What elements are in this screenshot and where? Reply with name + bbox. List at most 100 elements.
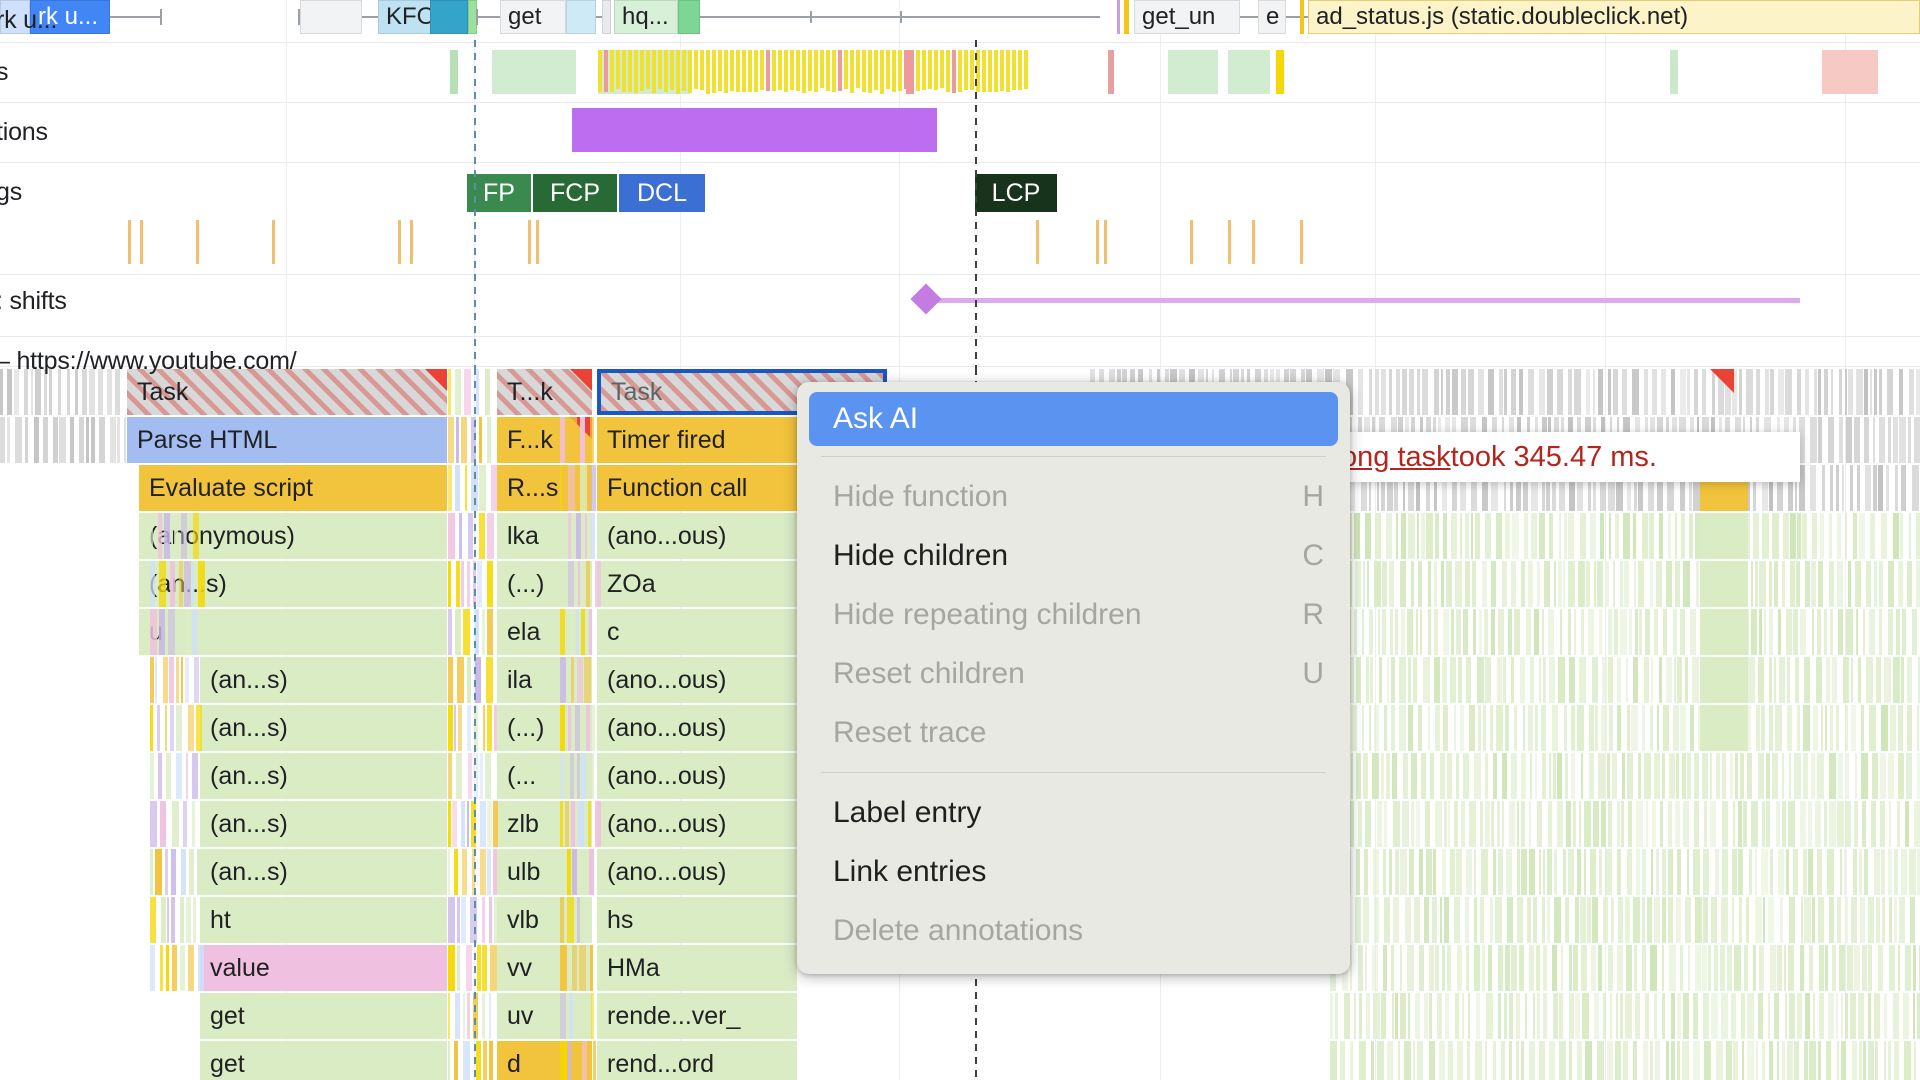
flame-chart-micro-entry[interactable] [560,513,563,559]
flame-chart-micro-entry[interactable] [1693,1041,1700,1080]
flame-chart-micro-entry[interactable] [1857,465,1860,511]
flame-chart-micro-entry[interactable] [1531,465,1538,511]
flame-chart-micro-entry[interactable] [1588,753,1595,799]
flame-chart-entry[interactable]: HMa [597,945,797,991]
flame-chart-micro-entry[interactable] [1650,849,1653,895]
flame-chart-micro-entry[interactable] [1548,513,1554,559]
flame-chart-micro-entry[interactable] [1799,417,1806,463]
flame-chart-entry[interactable]: zlb [497,801,592,847]
network-request-bar[interactable] [602,0,611,34]
flame-chart-micro-entry[interactable] [1423,993,1429,1039]
flame-chart-micro-entry[interactable] [448,513,455,559]
flame-chart-micro-entry[interactable] [1607,945,1613,991]
flame-chart-micro-entry[interactable] [1741,1041,1744,1080]
network-request-bar[interactable]: ad_status.js (static.doubleclick.net) [1308,0,1920,34]
flame-chart-micro-entry[interactable] [1487,945,1493,991]
flame-chart-micro-entry[interactable] [1746,369,1753,415]
flame-chart-micro-entry[interactable] [1429,753,1435,799]
flame-chart-micro-entry[interactable] [1502,753,1508,799]
flame-chart-micro-entry[interactable] [1841,465,1845,511]
flame-chart-micro-entry[interactable] [1830,369,1834,415]
flame-chart-micro-entry[interactable] [1626,705,1630,751]
flame-chart-micro-entry[interactable] [155,849,162,895]
flame-chart-micro-entry[interactable] [1474,753,1481,799]
flame-chart-micro-entry[interactable] [1557,801,1563,847]
flame-chart-micro-entry[interactable] [1802,513,1808,559]
flame-chart-micro-entry[interactable] [1589,513,1597,559]
flame-chart-micro-entry[interactable] [578,561,581,607]
flame-chart-micro-entry[interactable] [1621,369,1627,415]
flame-chart-micro-entry[interactable] [1407,993,1411,1039]
flame-chart-micro-entry[interactable] [1837,801,1844,847]
flame-chart-micro-entry[interactable] [1633,897,1640,943]
flame-chart-micro-entry[interactable] [1730,753,1734,799]
flame-chart-micro-entry[interactable] [1446,369,1451,415]
flame-chart-entry[interactable]: (an...s) [200,753,447,799]
flame-chart-micro-entry[interactable] [457,945,461,991]
flame-chart-micro-entry[interactable] [1448,801,1451,847]
flame-chart-micro-entry[interactable] [1454,993,1459,1039]
flame-chart-micro-entry[interactable] [1461,369,1466,415]
flame-chart-micro-entry[interactable] [582,849,588,895]
flame-chart-micro-entry[interactable] [1650,705,1653,751]
flame-chart-micro-entry[interactable] [1538,849,1541,895]
flame-chart-micro-entry[interactable] [1704,801,1708,847]
flame-chart-micro-entry[interactable] [1589,849,1597,895]
flame-chart-micro-entry[interactable] [1408,705,1413,751]
flame-chart-micro-entry[interactable] [197,945,204,991]
flame-chart-micro-entry[interactable] [1599,513,1605,559]
flame-chart-micro-entry[interactable] [1858,993,1865,1039]
flame-chart-micro-entry[interactable] [1637,561,1645,607]
flame-chart-micro-entry[interactable] [560,753,564,799]
flame-chart-micro-entry[interactable] [1559,993,1564,1039]
flame-chart-micro-entry[interactable] [454,1041,459,1080]
flame-chart-micro-entry[interactable] [1827,417,1835,463]
flame-chart-micro-entry[interactable] [1471,561,1477,607]
flame-chart-entry[interactable] [1700,705,1748,751]
flame-chart-micro-entry[interactable] [114,369,120,415]
flame-chart-entry[interactable]: rende...ver_ [597,993,797,1039]
flame-chart-micro-entry[interactable] [1584,1041,1592,1080]
flame-chart-micro-entry[interactable] [1553,561,1556,607]
flame-chart-micro-entry[interactable] [1498,993,1502,1039]
flame-chart-micro-entry[interactable] [1709,753,1713,799]
flame-chart-micro-entry[interactable] [1852,513,1858,559]
flame-chart-micro-entry[interactable] [1616,657,1621,703]
flame-chart-micro-entry[interactable] [1825,945,1829,991]
flame-chart-micro-entry[interactable] [480,753,483,799]
flame-chart-micro-entry[interactable] [1768,1041,1773,1080]
flame-chart-micro-entry[interactable] [1434,705,1441,751]
flame-chart-micro-entry[interactable] [1614,513,1619,559]
flame-chart-micro-entry[interactable] [1607,609,1613,655]
flame-chart-micro-entry[interactable] [1650,561,1654,607]
flame-chart-micro-entry[interactable] [577,753,580,799]
flame-chart-micro-entry[interactable] [1796,369,1801,415]
flame-chart-micro-entry[interactable] [1635,609,1638,655]
flame-chart-micro-entry[interactable] [448,369,451,415]
flame-chart-micro-entry[interactable] [1666,1041,1669,1080]
flame-chart-micro-entry[interactable] [454,993,461,1039]
flame-chart-micro-entry[interactable] [1559,465,1565,511]
flame-chart-micro-entry[interactable] [1888,801,1892,847]
flame-chart-micro-entry[interactable] [1541,705,1546,751]
flame-chart-micro-entry[interactable] [1434,657,1441,703]
flame-chart-micro-entry[interactable] [1682,993,1689,1039]
flame-chart-micro-entry[interactable] [1593,801,1600,847]
flame-chart-micro-entry[interactable] [1510,561,1516,607]
flame-chart-micro-entry[interactable] [1502,657,1506,703]
flame-chart-micro-entry[interactable] [1412,1041,1416,1080]
flame-chart-micro-entry[interactable] [1370,1041,1375,1080]
flame-chart-micro-entry[interactable] [158,609,165,655]
flame-chart-micro-entry[interactable] [1373,705,1379,751]
flame-chart-micro-entry[interactable] [1588,609,1595,655]
flame-chart-micro-entry[interactable] [185,897,191,943]
flame-chart-micro-entry[interactable] [1363,561,1366,607]
flame-chart-micro-entry[interactable] [1613,369,1618,415]
flame-chart-micro-entry[interactable] [1455,561,1462,607]
flame-chart-micro-entry[interactable] [1692,657,1700,703]
flame-chart-micro-entry[interactable] [560,417,565,463]
flame-chart-micro-entry[interactable] [150,561,156,607]
flame-chart-micro-entry[interactable] [585,513,588,559]
flame-chart-entry[interactable]: (ano...ous) [597,657,797,703]
flame-chart-micro-entry[interactable] [1693,465,1700,511]
